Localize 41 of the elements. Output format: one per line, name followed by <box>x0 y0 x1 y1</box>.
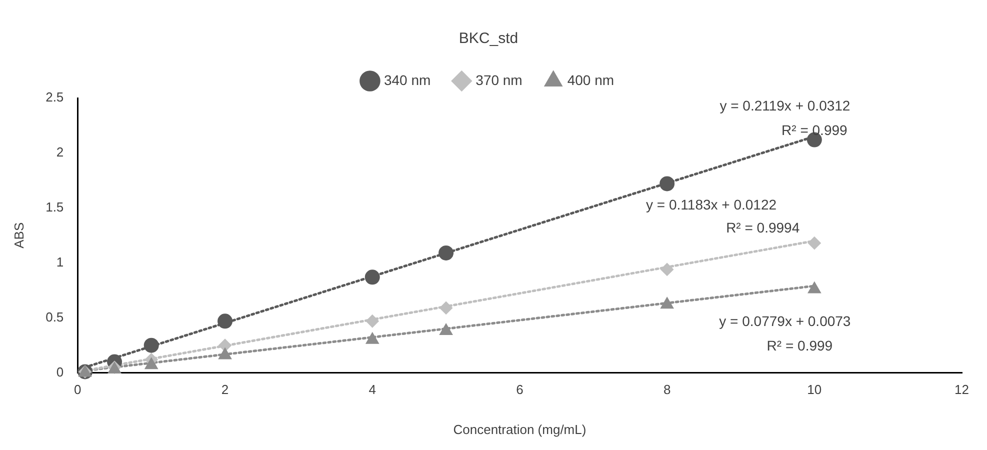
point <box>808 236 821 250</box>
point <box>366 314 379 328</box>
legend-label: 400 nm <box>567 72 614 88</box>
point <box>144 358 158 370</box>
x-tick-label: 2 <box>221 382 229 398</box>
y-tick-label: 2.5 <box>46 90 64 105</box>
y-tick-label: 0 <box>56 364 64 380</box>
x-axis-title: Concentration (mg/mL) <box>453 422 586 437</box>
point <box>660 176 675 192</box>
legend-label: 370 nm <box>476 72 522 88</box>
x-tick-label: 6 <box>516 382 524 398</box>
annotation: y = 0.0779x + 0.0073 <box>719 313 851 330</box>
point <box>660 262 674 276</box>
point <box>439 324 453 336</box>
point <box>438 245 454 260</box>
y-tick-label: 1.5 <box>46 200 64 214</box>
y-tick-label: 2 <box>56 144 64 160</box>
point <box>218 348 232 360</box>
annotation: R² = 0.999 <box>782 122 848 138</box>
legend-label: 340 nm <box>384 72 431 88</box>
annotation: R² = 0.999 <box>766 337 833 354</box>
x-tick-label: 10 <box>807 382 822 398</box>
point <box>218 314 233 329</box>
annotation: R² = 0.9994 <box>726 220 800 236</box>
point <box>366 332 379 344</box>
y-axis-title: ABS <box>11 222 26 248</box>
annotation: y = 0.2119x + 0.0312 <box>720 98 850 114</box>
y-tick-label: 1 <box>56 254 64 270</box>
x-tick-label: 8 <box>663 382 671 398</box>
point <box>440 301 453 314</box>
point <box>660 297 674 309</box>
x-tick-label: 0 <box>74 382 82 398</box>
y-tick-label: 0.5 <box>46 309 64 324</box>
chart-title: BKC_std <box>458 30 518 48</box>
x-tick-label: 12 <box>954 382 970 398</box>
point <box>808 282 821 294</box>
point <box>364 270 380 285</box>
point <box>144 338 159 353</box>
point <box>218 338 232 352</box>
annotation: y = 0.1183x + 0.0122 <box>646 196 777 213</box>
x-tick-label: 4 <box>368 382 376 398</box>
